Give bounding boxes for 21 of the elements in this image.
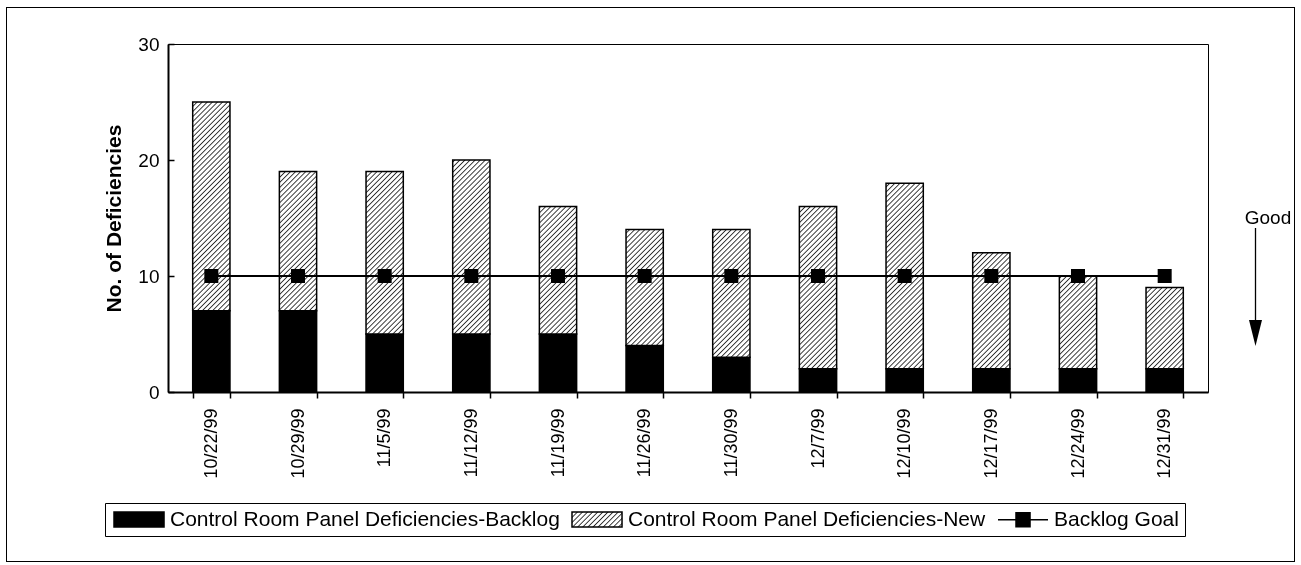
legend-label: Backlog Goal [1054,506,1179,530]
text: Good [1244,207,1292,228]
x-tick-label: 10/29/99 [287,408,308,479]
y-tick-label: 0 [148,381,160,403]
x-tick-label: 11/5/99 [374,408,395,468]
x-tick-label: 11/19/99 [547,408,568,478]
x-tick-label: 12/17/99 [980,408,1001,479]
x-tick-label: 11/12/99 [460,408,481,478]
x-tick-label: 12/24/99 [1067,408,1088,479]
y-tick-label: 30 [138,33,160,55]
y-tick-label: 10 [138,265,160,287]
x-tick-label: 11/30/99 [720,408,741,478]
y-axis-title: No. of Deficiencies [102,124,126,313]
legend-label: Control Room Panel Deficiencies-New [628,506,986,530]
x-tick-label: 12/31/99 [1154,408,1175,479]
x-tick-label: 12/10/99 [894,408,915,479]
x-tick-label: 12/7/99 [807,408,828,469]
y-tick-label: 20 [138,149,160,171]
legend-label: Control Room Panel Deficiencies-Backlog [170,506,560,530]
x-tick-label: 10/22/99 [200,408,221,479]
x-tick-label: 11/26/99 [634,408,655,478]
